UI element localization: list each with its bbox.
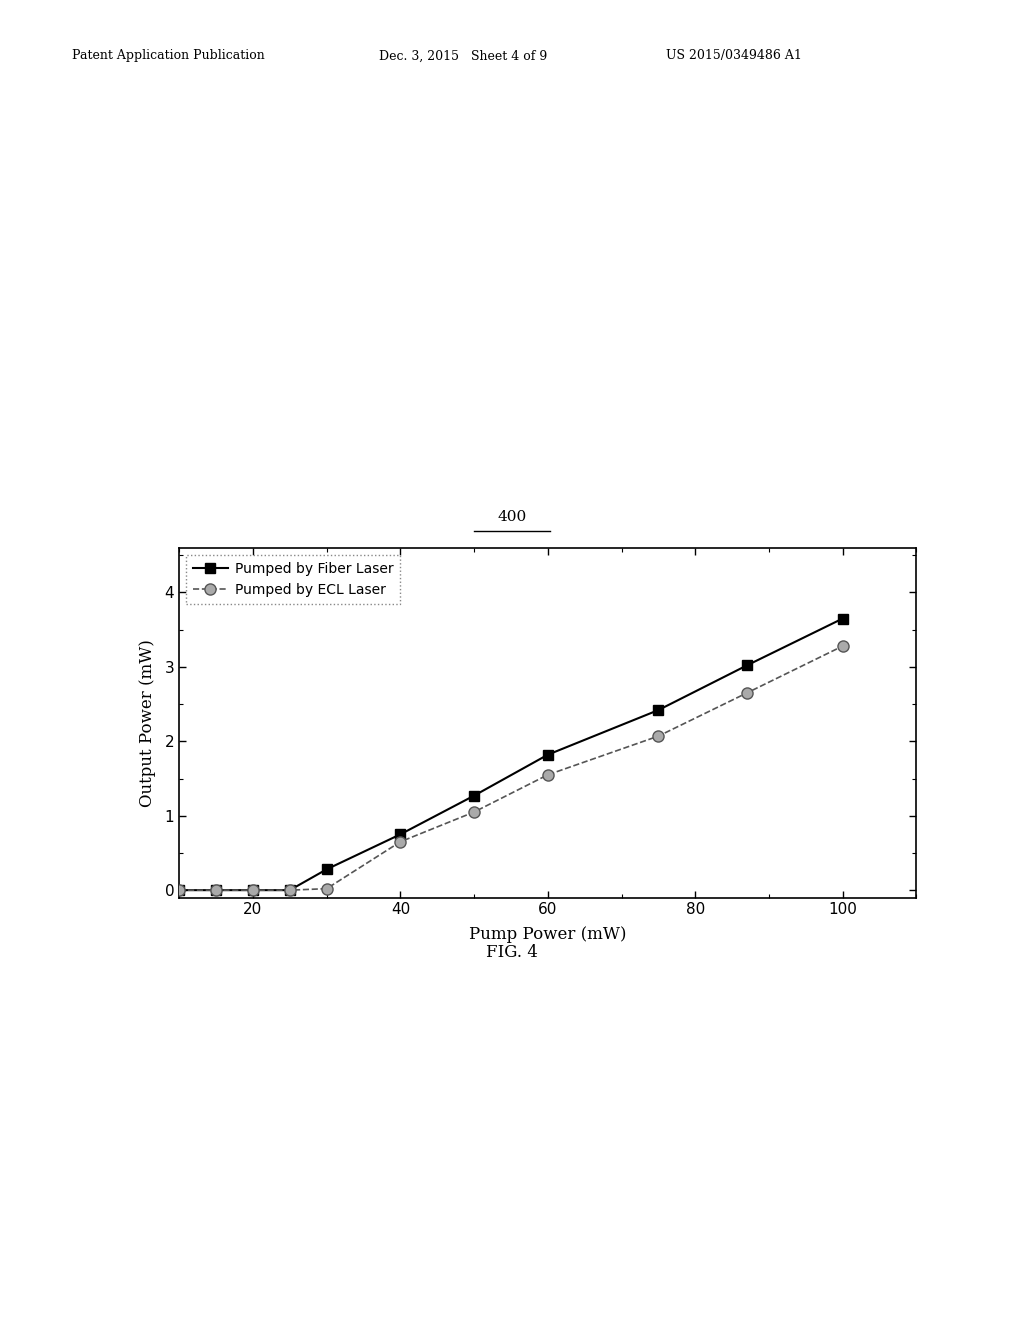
Pumped by Fiber Laser <box>173 882 185 898</box>
Pumped by Fiber Laser <box>837 611 849 627</box>
Pumped by ECL Laser <box>210 882 222 898</box>
Pumped by Fiber Laser <box>740 657 753 673</box>
Pumped by ECL Laser <box>468 804 480 820</box>
Pumped by ECL Laser <box>837 638 849 653</box>
Pumped by Fiber Laser <box>394 826 407 842</box>
Pumped by ECL Laser <box>652 729 665 744</box>
Pumped by Fiber Laser <box>468 788 480 804</box>
Pumped by ECL Laser <box>394 834 407 850</box>
Pumped by Fiber Laser <box>210 882 222 898</box>
Pumped by ECL Laser <box>173 882 185 898</box>
Pumped by Fiber Laser <box>542 747 554 763</box>
Pumped by ECL Laser <box>542 767 554 783</box>
Line: Pumped by Fiber Laser: Pumped by Fiber Laser <box>174 614 848 895</box>
X-axis label: Pump Power (mW): Pump Power (mW) <box>469 925 627 942</box>
Text: US 2015/0349486 A1: US 2015/0349486 A1 <box>666 49 802 62</box>
Pumped by Fiber Laser <box>247 882 259 898</box>
Text: FIG. 4: FIG. 4 <box>486 944 538 961</box>
Legend: Pumped by Fiber Laser, Pumped by ECL Laser: Pumped by Fiber Laser, Pumped by ECL Las… <box>186 554 400 603</box>
Y-axis label: Output Power (mW): Output Power (mW) <box>139 639 157 807</box>
Text: Dec. 3, 2015   Sheet 4 of 9: Dec. 3, 2015 Sheet 4 of 9 <box>379 49 547 62</box>
Text: 400: 400 <box>498 511 526 524</box>
Pumped by Fiber Laser <box>284 882 296 898</box>
Pumped by Fiber Laser <box>321 862 333 878</box>
Pumped by ECL Laser <box>740 685 753 701</box>
Pumped by ECL Laser <box>247 882 259 898</box>
Pumped by ECL Laser <box>321 880 333 896</box>
Pumped by ECL Laser <box>284 882 296 898</box>
Line: Pumped by ECL Laser: Pumped by ECL Laser <box>174 640 848 896</box>
Pumped by Fiber Laser <box>652 702 665 718</box>
Text: Patent Application Publication: Patent Application Publication <box>72 49 264 62</box>
